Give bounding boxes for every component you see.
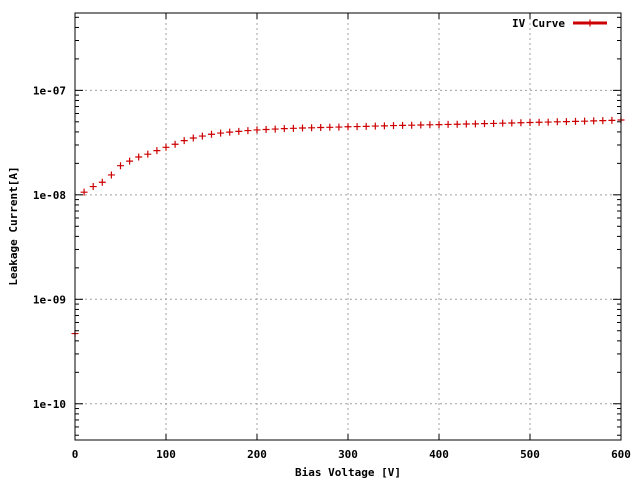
data-point xyxy=(526,119,534,127)
data-point xyxy=(80,188,88,196)
data-point xyxy=(253,126,261,134)
data-point xyxy=(344,123,352,131)
data-point xyxy=(517,119,525,127)
data-point xyxy=(590,117,598,125)
data-point xyxy=(180,137,188,145)
data-point xyxy=(481,120,488,128)
data-point xyxy=(572,117,579,125)
data-point xyxy=(198,132,206,140)
x-tick-label: 300 xyxy=(338,448,358,461)
data-point xyxy=(399,121,407,129)
data-point xyxy=(126,157,134,165)
tick-marks xyxy=(74,13,622,440)
legend-marker-sample xyxy=(586,19,594,27)
data-point xyxy=(371,122,379,130)
data-point xyxy=(453,120,461,128)
data-point xyxy=(280,125,288,133)
data-point xyxy=(226,128,234,136)
data-point xyxy=(326,123,334,131)
y-tick-label: 1e-07 xyxy=(33,84,66,97)
data-point xyxy=(153,147,161,155)
x-tick-label: 0 xyxy=(72,448,79,461)
data-point xyxy=(508,119,516,127)
data-point xyxy=(89,183,97,191)
data-point xyxy=(117,162,124,170)
data-point xyxy=(353,123,361,131)
x-tick-label: 600 xyxy=(611,448,631,461)
grid-lines xyxy=(75,13,621,440)
data-point xyxy=(189,134,197,142)
y-tick-label: 1e-10 xyxy=(33,398,66,411)
x-tick-label: 100 xyxy=(156,448,176,461)
data-point xyxy=(535,118,543,126)
data-point xyxy=(462,120,470,128)
data-point xyxy=(235,127,243,135)
y-tick-label: 1e-09 xyxy=(33,293,66,306)
data-point xyxy=(599,117,607,125)
data-point xyxy=(135,153,143,161)
plot-frame xyxy=(74,12,622,441)
data-point xyxy=(162,143,170,151)
data-point xyxy=(107,171,115,179)
data-point xyxy=(499,119,507,127)
data-point xyxy=(217,129,225,137)
data-point xyxy=(417,121,425,129)
y-axis-label: Leakage Current[A] xyxy=(7,166,20,285)
data-point xyxy=(299,124,306,132)
data-point xyxy=(444,120,452,128)
x-tick-label: 400 xyxy=(429,448,449,461)
data-point xyxy=(308,124,316,132)
data-point xyxy=(408,121,416,129)
data-point xyxy=(98,178,106,186)
data-point xyxy=(208,130,215,138)
x-tick-label: 200 xyxy=(247,448,267,461)
data-point xyxy=(544,118,552,126)
data-point xyxy=(317,123,325,131)
x-tick-label: 500 xyxy=(520,448,540,461)
x-axis-label: Bias Voltage [V] xyxy=(295,466,401,479)
data-point xyxy=(553,118,561,126)
data-point xyxy=(262,125,270,133)
data-point xyxy=(271,125,279,133)
data-point xyxy=(562,118,570,126)
data-point xyxy=(244,127,252,135)
tick-labels: 0 100 200 300 400 500 600 1e-10 1e-09 1e-08 1e-07 xyxy=(33,84,631,461)
data-point xyxy=(490,119,498,127)
data-point xyxy=(426,121,434,129)
data-point xyxy=(335,123,343,131)
legend: IV Curve xyxy=(512,17,607,30)
data-point xyxy=(171,140,179,148)
data-point xyxy=(380,122,388,130)
y-tick-label: 1e-08 xyxy=(33,189,66,202)
legend-label: IV Curve xyxy=(512,17,565,30)
data-point xyxy=(581,117,589,125)
data-point xyxy=(144,150,152,158)
data-points xyxy=(71,116,625,338)
data-point xyxy=(471,120,479,128)
data-point xyxy=(608,116,616,124)
data-point xyxy=(435,121,443,129)
data-point xyxy=(390,122,397,130)
data-point xyxy=(362,122,370,130)
data-point xyxy=(289,124,297,132)
